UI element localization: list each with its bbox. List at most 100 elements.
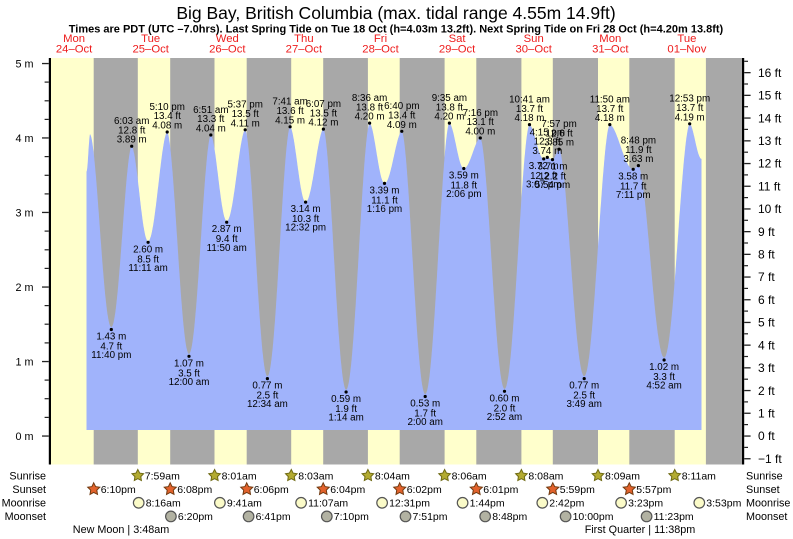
svg-text:3.63 m: 3.63 m bbox=[623, 154, 653, 165]
svg-text:4.18 m: 4.18 m bbox=[595, 113, 625, 124]
svg-text:28–Oct: 28–Oct bbox=[362, 44, 399, 56]
svg-text:5:37 pm: 5:37 pm bbox=[227, 100, 262, 111]
svg-text:Times are PDT (UTC –7.0hrs). L: Times are PDT (UTC –7.0hrs). Last Spring… bbox=[69, 24, 724, 36]
svg-text:4:15 pm: 4:15 pm bbox=[530, 127, 565, 138]
svg-text:Sun: Sun bbox=[524, 33, 544, 45]
svg-text:5 ft: 5 ft bbox=[758, 316, 775, 330]
svg-text:Moonrise: Moonrise bbox=[2, 498, 46, 510]
svg-text:2.5 ft: 2.5 ft bbox=[573, 391, 595, 402]
svg-text:7:11 pm: 7:11 pm bbox=[616, 190, 651, 201]
svg-text:2:00 am: 2:00 am bbox=[407, 417, 442, 428]
svg-text:12.2 ft: 12.2 ft bbox=[539, 172, 567, 183]
svg-text:13.4 ft: 13.4 ft bbox=[154, 111, 182, 122]
svg-text:4.20 m: 4.20 m bbox=[434, 112, 464, 123]
svg-text:4 m: 4 m bbox=[16, 133, 34, 145]
svg-text:4.08 m: 4.08 m bbox=[152, 121, 182, 132]
svg-text:12:32 pm: 12:32 pm bbox=[285, 223, 326, 234]
svg-text:4.15 m: 4.15 m bbox=[275, 115, 305, 126]
svg-text:7:10pm: 7:10pm bbox=[334, 511, 369, 523]
svg-text:8:11am: 8:11am bbox=[682, 470, 716, 482]
svg-text:5:57pm: 5:57pm bbox=[636, 484, 671, 496]
svg-text:6:04pm: 6:04pm bbox=[330, 484, 365, 496]
svg-text:2.87 m: 2.87 m bbox=[212, 224, 242, 235]
svg-text:0 ft: 0 ft bbox=[758, 429, 775, 443]
svg-text:4:52 am: 4:52 am bbox=[646, 381, 681, 392]
svg-text:12:00 am: 12:00 am bbox=[169, 377, 210, 388]
svg-text:5:10 pm: 5:10 pm bbox=[149, 102, 184, 113]
svg-text:2.0 ft: 2.0 ft bbox=[494, 403, 516, 414]
svg-text:12.6 ft: 12.6 ft bbox=[545, 128, 573, 139]
svg-text:Sunset: Sunset bbox=[746, 484, 780, 496]
svg-text:13.6 ft: 13.6 ft bbox=[276, 106, 304, 117]
svg-text:10:41 am: 10:41 am bbox=[509, 95, 550, 106]
svg-text:4.12 m: 4.12 m bbox=[308, 118, 338, 129]
svg-text:11.1 ft: 11.1 ft bbox=[371, 195, 398, 206]
svg-text:13.5 ft: 13.5 ft bbox=[232, 109, 260, 120]
svg-text:6:06pm: 6:06pm bbox=[254, 484, 289, 496]
svg-text:9.4 ft: 9.4 ft bbox=[216, 234, 238, 245]
svg-text:7:59am: 7:59am bbox=[145, 470, 180, 482]
svg-text:8 ft: 8 ft bbox=[758, 248, 775, 262]
svg-text:29–Oct: 29–Oct bbox=[439, 44, 476, 56]
svg-text:3.58 m: 3.58 m bbox=[618, 171, 648, 182]
svg-text:0.77 m: 0.77 m bbox=[569, 381, 599, 392]
svg-text:8:48 pm: 8:48 pm bbox=[621, 136, 656, 147]
svg-text:7 ft: 7 ft bbox=[758, 270, 775, 284]
svg-text:4.18 m: 4.18 m bbox=[515, 113, 545, 124]
svg-text:13.8 ft: 13.8 ft bbox=[436, 102, 464, 113]
svg-text:Mon: Mon bbox=[599, 33, 621, 45]
svg-text:3 ft: 3 ft bbox=[758, 361, 775, 375]
svg-text:13.1 ft: 13.1 ft bbox=[467, 117, 495, 128]
svg-text:1 m: 1 m bbox=[16, 357, 34, 369]
svg-text:30–Oct: 30–Oct bbox=[515, 44, 552, 56]
svg-text:9:35 am: 9:35 am bbox=[432, 93, 467, 104]
svg-text:1.9 ft: 1.9 ft bbox=[335, 404, 357, 415]
svg-text:6:51 am: 6:51 am bbox=[193, 105, 228, 116]
svg-text:9:41am: 9:41am bbox=[227, 498, 262, 510]
svg-text:12 ft: 12 ft bbox=[758, 157, 782, 171]
svg-text:12:34 am: 12:34 am bbox=[247, 399, 288, 410]
svg-text:25–Oct: 25–Oct bbox=[132, 44, 169, 56]
svg-text:Wed: Wed bbox=[216, 33, 239, 45]
svg-text:2.5 ft: 2.5 ft bbox=[257, 391, 279, 402]
svg-text:1 ft: 1 ft bbox=[758, 407, 775, 421]
svg-text:−1 ft: −1 ft bbox=[758, 452, 782, 466]
svg-text:3:23pm: 3:23pm bbox=[628, 498, 663, 510]
svg-text:11:23pm: 11:23pm bbox=[654, 511, 694, 523]
svg-text:Sunset: Sunset bbox=[12, 484, 46, 496]
svg-text:5:54 pm: 5:54 pm bbox=[535, 180, 570, 191]
svg-text:3.3 ft: 3.3 ft bbox=[653, 372, 675, 383]
svg-text:12:53 pm: 12:53 pm bbox=[669, 94, 710, 105]
svg-text:Sunrise: Sunrise bbox=[9, 470, 46, 482]
svg-text:1:14 am: 1:14 am bbox=[328, 413, 363, 424]
svg-text:8:06am: 8:06am bbox=[452, 470, 487, 482]
svg-text:12.3 ft: 12.3 ft bbox=[534, 137, 562, 148]
svg-text:Thu: Thu bbox=[294, 33, 313, 45]
svg-text:Big Bay, British Columbia (max: Big Bay, British Columbia (max. tidal ra… bbox=[176, 3, 615, 23]
svg-text:8:16am: 8:16am bbox=[146, 498, 181, 510]
svg-text:12.8 ft: 12.8 ft bbox=[118, 125, 146, 136]
svg-text:3.5 ft: 3.5 ft bbox=[178, 368, 200, 379]
svg-text:2:52 am: 2:52 am bbox=[487, 412, 522, 423]
svg-text:4.7 ft: 4.7 ft bbox=[100, 342, 122, 353]
svg-text:8:36 am: 8:36 am bbox=[352, 93, 387, 104]
svg-text:6:20pm: 6:20pm bbox=[178, 511, 213, 523]
svg-text:14 ft: 14 ft bbox=[758, 111, 782, 125]
svg-text:6 ft: 6 ft bbox=[758, 293, 775, 307]
svg-text:01–Nov: 01–Nov bbox=[667, 44, 706, 56]
svg-text:4.20 m: 4.20 m bbox=[355, 112, 385, 123]
svg-text:3.89 m: 3.89 m bbox=[117, 135, 147, 146]
svg-text:4.00 m: 4.00 m bbox=[465, 127, 495, 138]
svg-text:8:09am: 8:09am bbox=[605, 470, 640, 482]
svg-text:10:00pm: 10:00pm bbox=[573, 511, 614, 523]
svg-text:1.02 m: 1.02 m bbox=[649, 362, 679, 373]
svg-text:Moonset: Moonset bbox=[746, 511, 787, 523]
svg-text:2 ft: 2 ft bbox=[758, 384, 775, 398]
svg-text:4.09 m: 4.09 m bbox=[387, 120, 417, 131]
svg-text:2:06 pm: 2:06 pm bbox=[446, 189, 481, 200]
svg-text:First Quarter | 11:38pm: First Quarter | 11:38pm bbox=[585, 524, 696, 536]
svg-text:13 ft: 13 ft bbox=[758, 134, 782, 148]
svg-text:26–Oct: 26–Oct bbox=[209, 44, 246, 56]
svg-text:Sat: Sat bbox=[449, 33, 467, 45]
svg-text:7:41 am: 7:41 am bbox=[272, 97, 307, 108]
